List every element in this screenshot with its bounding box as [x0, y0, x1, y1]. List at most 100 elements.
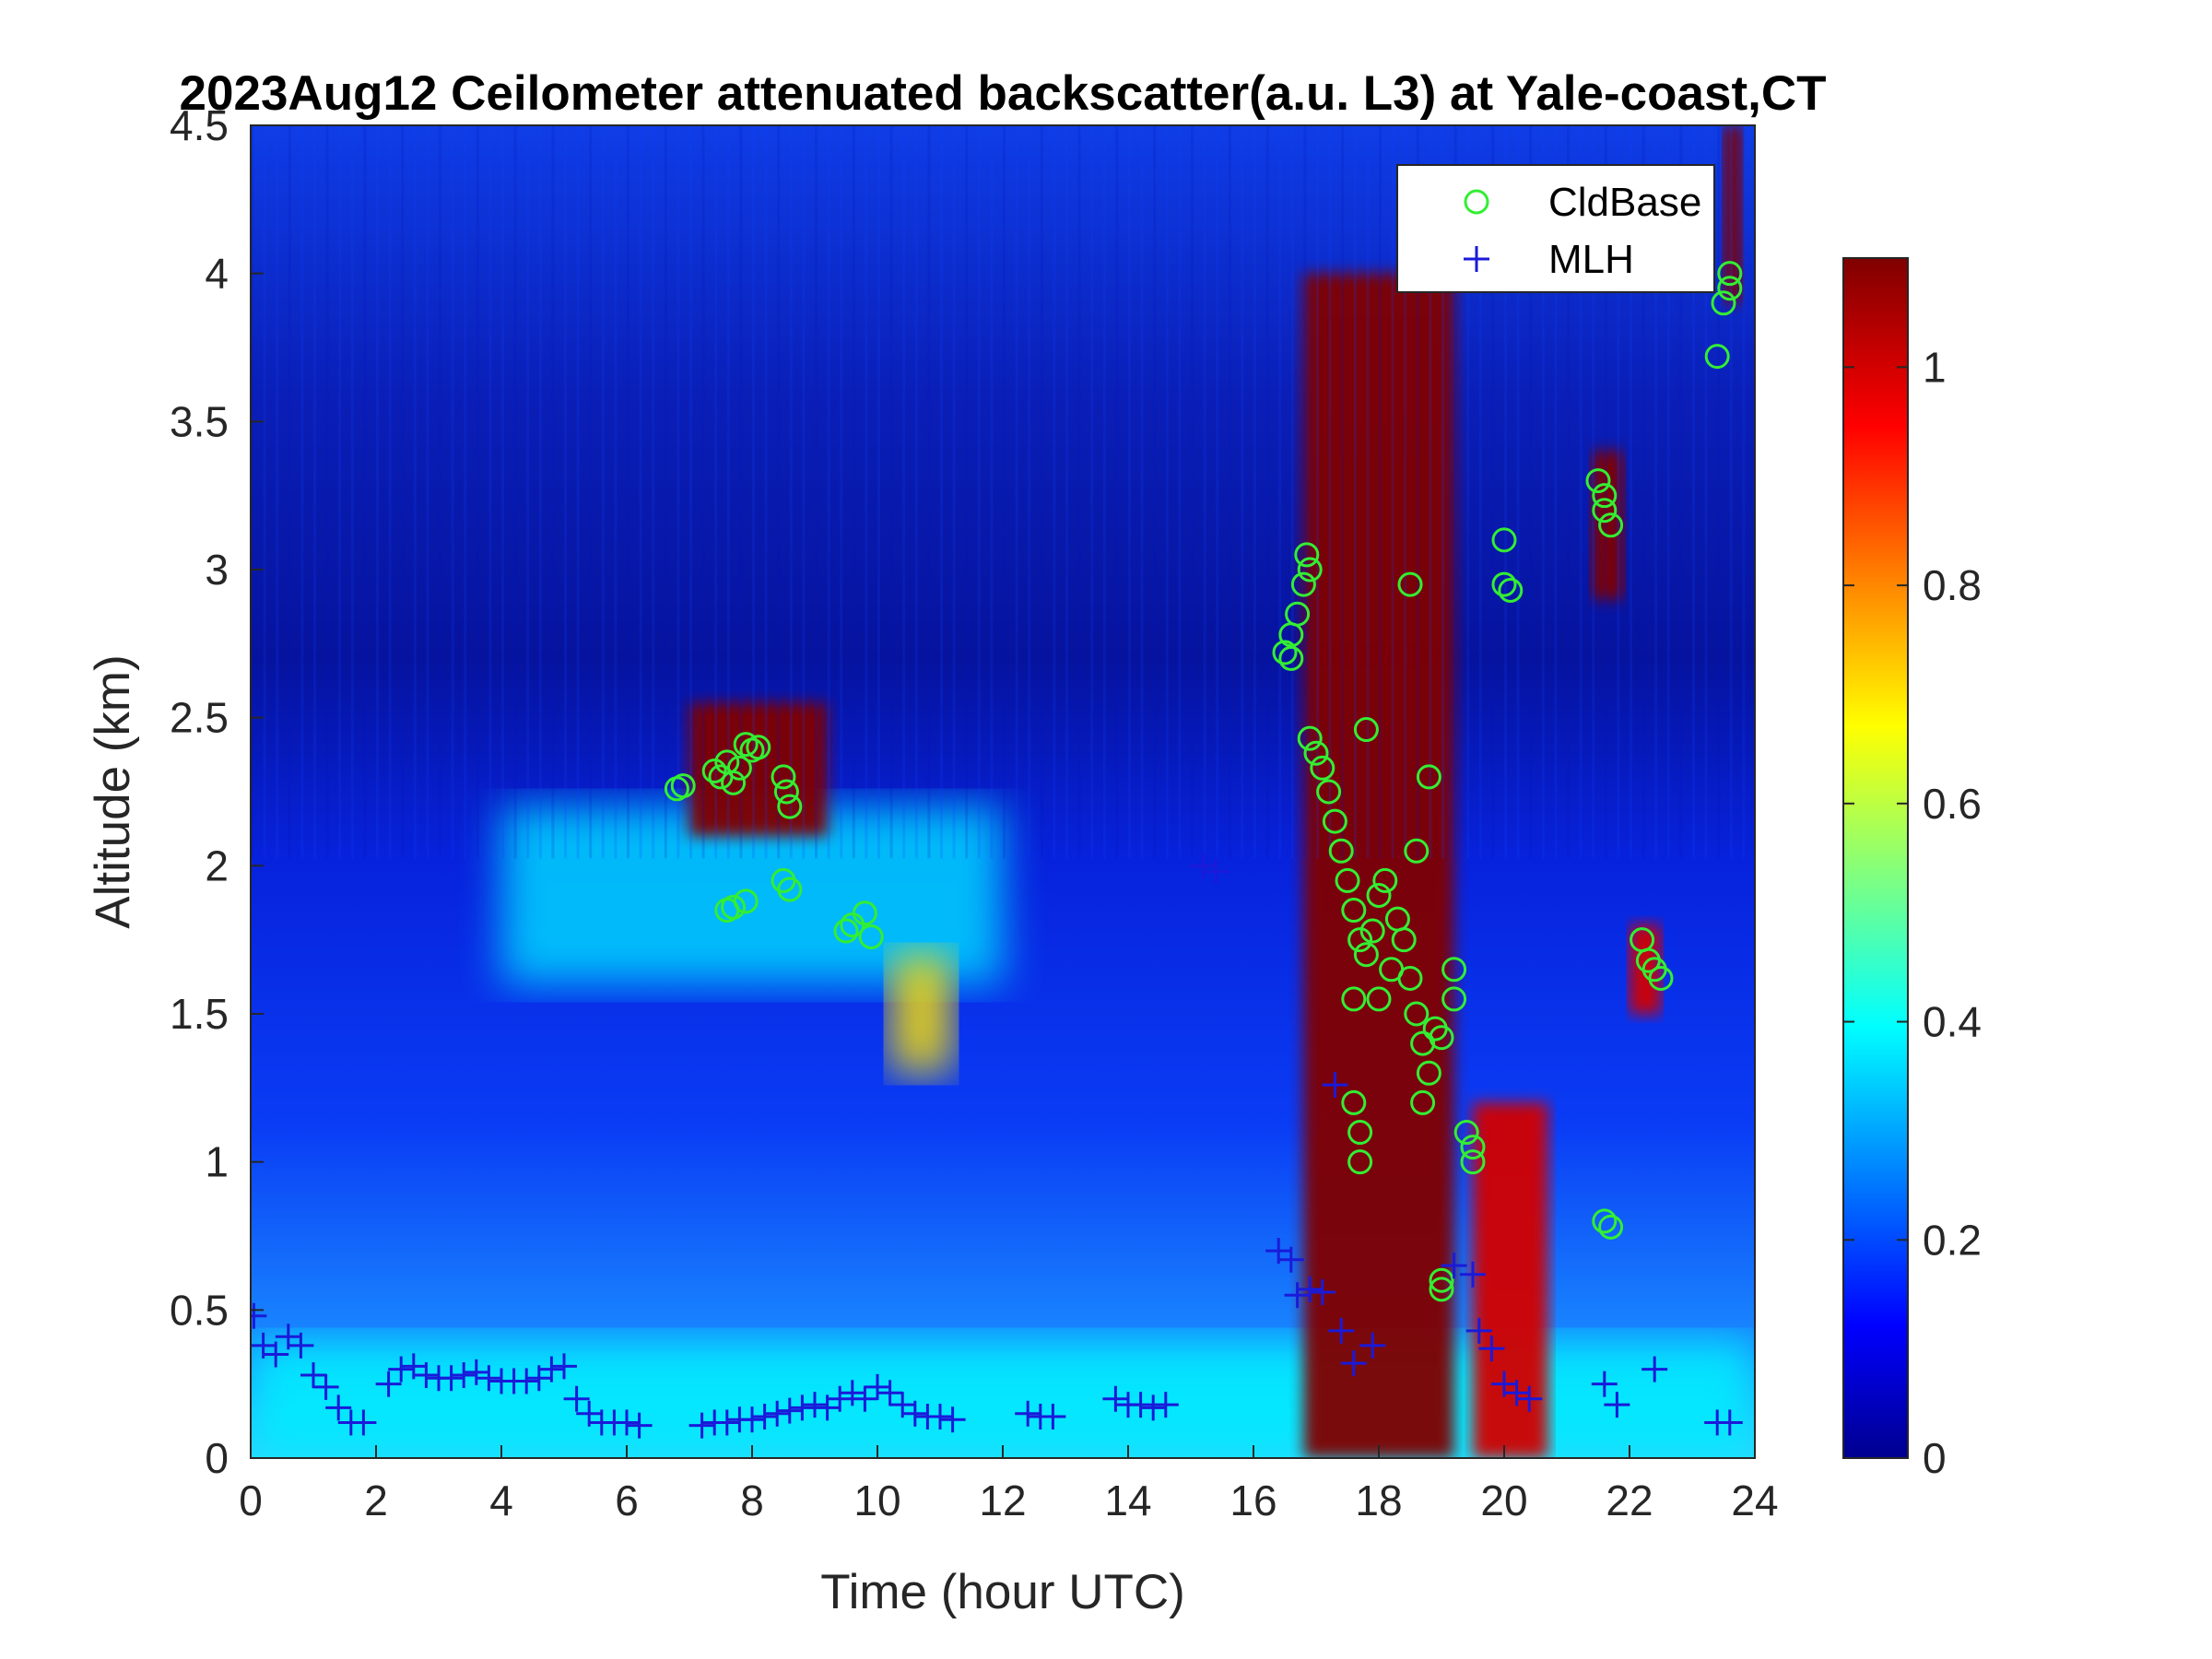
texture-stripe	[1704, 125, 1708, 859]
texture-stripe	[251, 125, 253, 859]
legend: CldBase MLH	[1396, 164, 1715, 293]
cldbase-point	[1347, 927, 1373, 953]
texture-stripe	[538, 125, 542, 859]
x-axis-ticks: 0 2 4 6 8 10 12 14 16 18 20 22 24	[239, 1445, 1779, 1524]
texture-stripe	[1341, 125, 1345, 859]
texture-stripe	[1416, 125, 1419, 859]
cldbase-point	[746, 735, 771, 760]
texture-stripe	[701, 125, 705, 859]
cldbase-point	[1272, 640, 1298, 665]
texture-stripe	[777, 125, 781, 859]
cldbase-point	[1585, 468, 1611, 494]
legend-box	[1396, 164, 1715, 293]
mlh-point	[1516, 1385, 1543, 1412]
colorbar-tick-label: 0.6	[1923, 780, 1982, 828]
cldbase-point	[1460, 1149, 1486, 1175]
y-tick-label: 0.5	[170, 1286, 229, 1334]
x-tick-label: 12	[979, 1477, 1026, 1524]
mlh-markers	[251, 853, 1743, 1439]
texture-stripe	[1077, 125, 1081, 859]
legend-cldbase-marker	[1464, 189, 1489, 215]
texture-stripe	[927, 125, 931, 859]
texture-stripe	[1228, 125, 1231, 859]
texture-stripe	[488, 125, 492, 859]
texture-stripe	[664, 125, 667, 859]
texture-stripe	[1253, 125, 1256, 859]
mlh-point	[1297, 1276, 1324, 1302]
cldbase-point	[1592, 483, 1618, 509]
mlh-point	[751, 1404, 778, 1430]
cldbase-point	[1429, 1267, 1454, 1293]
heatmap-texture	[251, 125, 1746, 859]
texture-stripe	[564, 125, 567, 859]
texture-stripe	[865, 125, 868, 859]
cldbase-point	[1285, 601, 1311, 627]
mlh-point	[1641, 1356, 1668, 1382]
texture-stripe	[576, 125, 580, 859]
texture-stripe	[1241, 125, 1244, 859]
x-tick-label: 4	[489, 1477, 513, 1524]
texture-stripe	[288, 125, 291, 859]
cldbase-point	[1717, 261, 1743, 287]
backscatter-aerosol-plume	[889, 954, 953, 1074]
texture-stripe	[1504, 125, 1507, 859]
cldbase-point	[1460, 1135, 1486, 1160]
texture-stripe	[401, 125, 405, 859]
texture-stripe	[376, 125, 379, 859]
cldbase-point	[1353, 717, 1379, 743]
x-tick-label: 0	[239, 1477, 263, 1524]
texture-stripe	[1028, 125, 1031, 859]
legend-mlh-marker	[1464, 246, 1489, 272]
texture-stripe	[1290, 125, 1294, 859]
cldbase-point	[1328, 838, 1354, 864]
cldbase-point	[1341, 898, 1367, 924]
mlh-point	[1591, 1371, 1618, 1397]
cldbase-point	[771, 764, 796, 790]
texture-stripe	[1516, 125, 1520, 859]
mlh-point	[563, 1385, 590, 1412]
x-tick-label: 14	[1104, 1477, 1151, 1524]
texture-stripe	[513, 125, 517, 859]
texture-stripe	[1541, 125, 1545, 859]
mlh-point	[1328, 1317, 1355, 1344]
texture-stripe	[589, 125, 593, 859]
texture-stripe	[1353, 125, 1357, 859]
cldbase-point	[1404, 1001, 1430, 1027]
texture-stripe	[827, 125, 830, 859]
mlh-point	[789, 1394, 816, 1421]
cldbase-point	[1491, 527, 1517, 553]
mlh-point	[877, 1380, 903, 1406]
mlh-point	[614, 1409, 640, 1436]
cldbase-point	[1297, 557, 1323, 582]
cldbase-point	[777, 794, 803, 819]
mlh-point	[438, 1365, 465, 1392]
texture-stripe	[426, 125, 429, 859]
texture-stripe	[1717, 125, 1721, 859]
texture-stripe	[501, 125, 504, 859]
colorbar: 0 0.2 0.4 0.6 0.8 1	[1842, 257, 1982, 1482]
texture-stripe	[639, 125, 642, 859]
cldbase-markers	[664, 261, 1743, 1302]
cldbase-point	[701, 759, 727, 784]
mlh-point	[1465, 1317, 1492, 1344]
texture-stripe	[689, 125, 692, 859]
mlh-point	[802, 1392, 828, 1418]
x-tick-label: 24	[1731, 1477, 1778, 1524]
y-tick-label: 3.5	[170, 397, 229, 445]
cldbase-point	[1372, 867, 1398, 893]
texture-stripe	[1303, 125, 1307, 859]
texture-stripe	[877, 125, 880, 859]
texture-stripe	[1466, 125, 1470, 859]
y-tick-label: 1	[205, 1138, 229, 1186]
cldbase-point	[1416, 1060, 1441, 1086]
cldbase-point	[721, 894, 747, 920]
mlh-point	[375, 1371, 402, 1397]
cldbase-point	[1341, 1089, 1367, 1115]
backscatter-heatmap	[251, 125, 1755, 1458]
texture-stripe	[1040, 125, 1043, 859]
cldbase-point	[1598, 1214, 1624, 1240]
cldbase-point	[1441, 986, 1467, 1012]
mlh-point	[1322, 1072, 1348, 1099]
texture-stripe	[1203, 125, 1206, 859]
x-tick-label: 22	[1606, 1477, 1653, 1524]
